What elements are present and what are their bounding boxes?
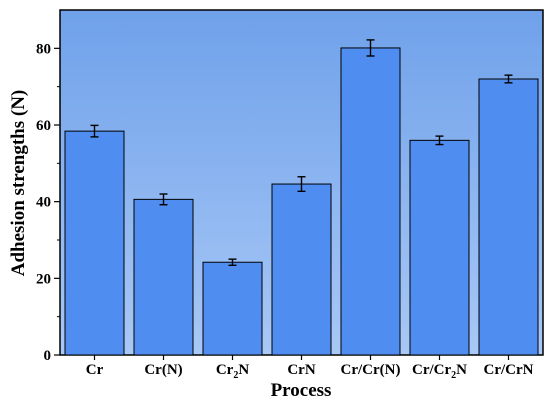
bar-6 (478, 78, 539, 356)
bar-0 (64, 130, 125, 356)
bar-5 (409, 139, 470, 356)
bars-layer (64, 39, 539, 356)
x-tick-label-3: CrN (287, 362, 315, 378)
error-bar-0 (90, 124, 99, 138)
x-tick-label-5: Cr/Cr2N (412, 362, 467, 381)
x-axis-title: Process (271, 380, 332, 401)
error-bar-3 (297, 176, 306, 193)
x-tick-label-2: Cr2N (216, 362, 250, 381)
error-bar-5 (435, 135, 444, 146)
x-tick-label-1: Cr(N) (144, 362, 182, 378)
error-bar-6 (504, 74, 513, 84)
bar-4 (340, 47, 401, 356)
y-axis-title: Adhesion strengths (N) (8, 90, 29, 277)
error-bar-1 (159, 193, 168, 206)
error-bar-2 (228, 258, 237, 266)
bar-1 (133, 198, 194, 356)
x-tick-label-6: Cr/CrN (484, 362, 534, 378)
x-tick-label-4: Cr/Cr(N) (341, 362, 401, 378)
x-tick-label-0: Cr (86, 362, 104, 378)
y-tick-label-1: 20 (36, 271, 51, 287)
axis-layer: Cr Cr(N) Cr2N CrN Cr/Cr(N) Cr/Cr2N Cr/CrN 0 20 40… (36, 41, 534, 381)
y-tick-label-4: 80 (36, 41, 51, 57)
bar-2 (202, 261, 263, 356)
y-tick-label-2: 40 (36, 195, 51, 211)
bar-3 (271, 183, 332, 356)
y-tick-label-3: 60 (36, 118, 51, 134)
error-bar-4 (366, 39, 375, 57)
y-tick-label-0: 0 (44, 348, 52, 364)
